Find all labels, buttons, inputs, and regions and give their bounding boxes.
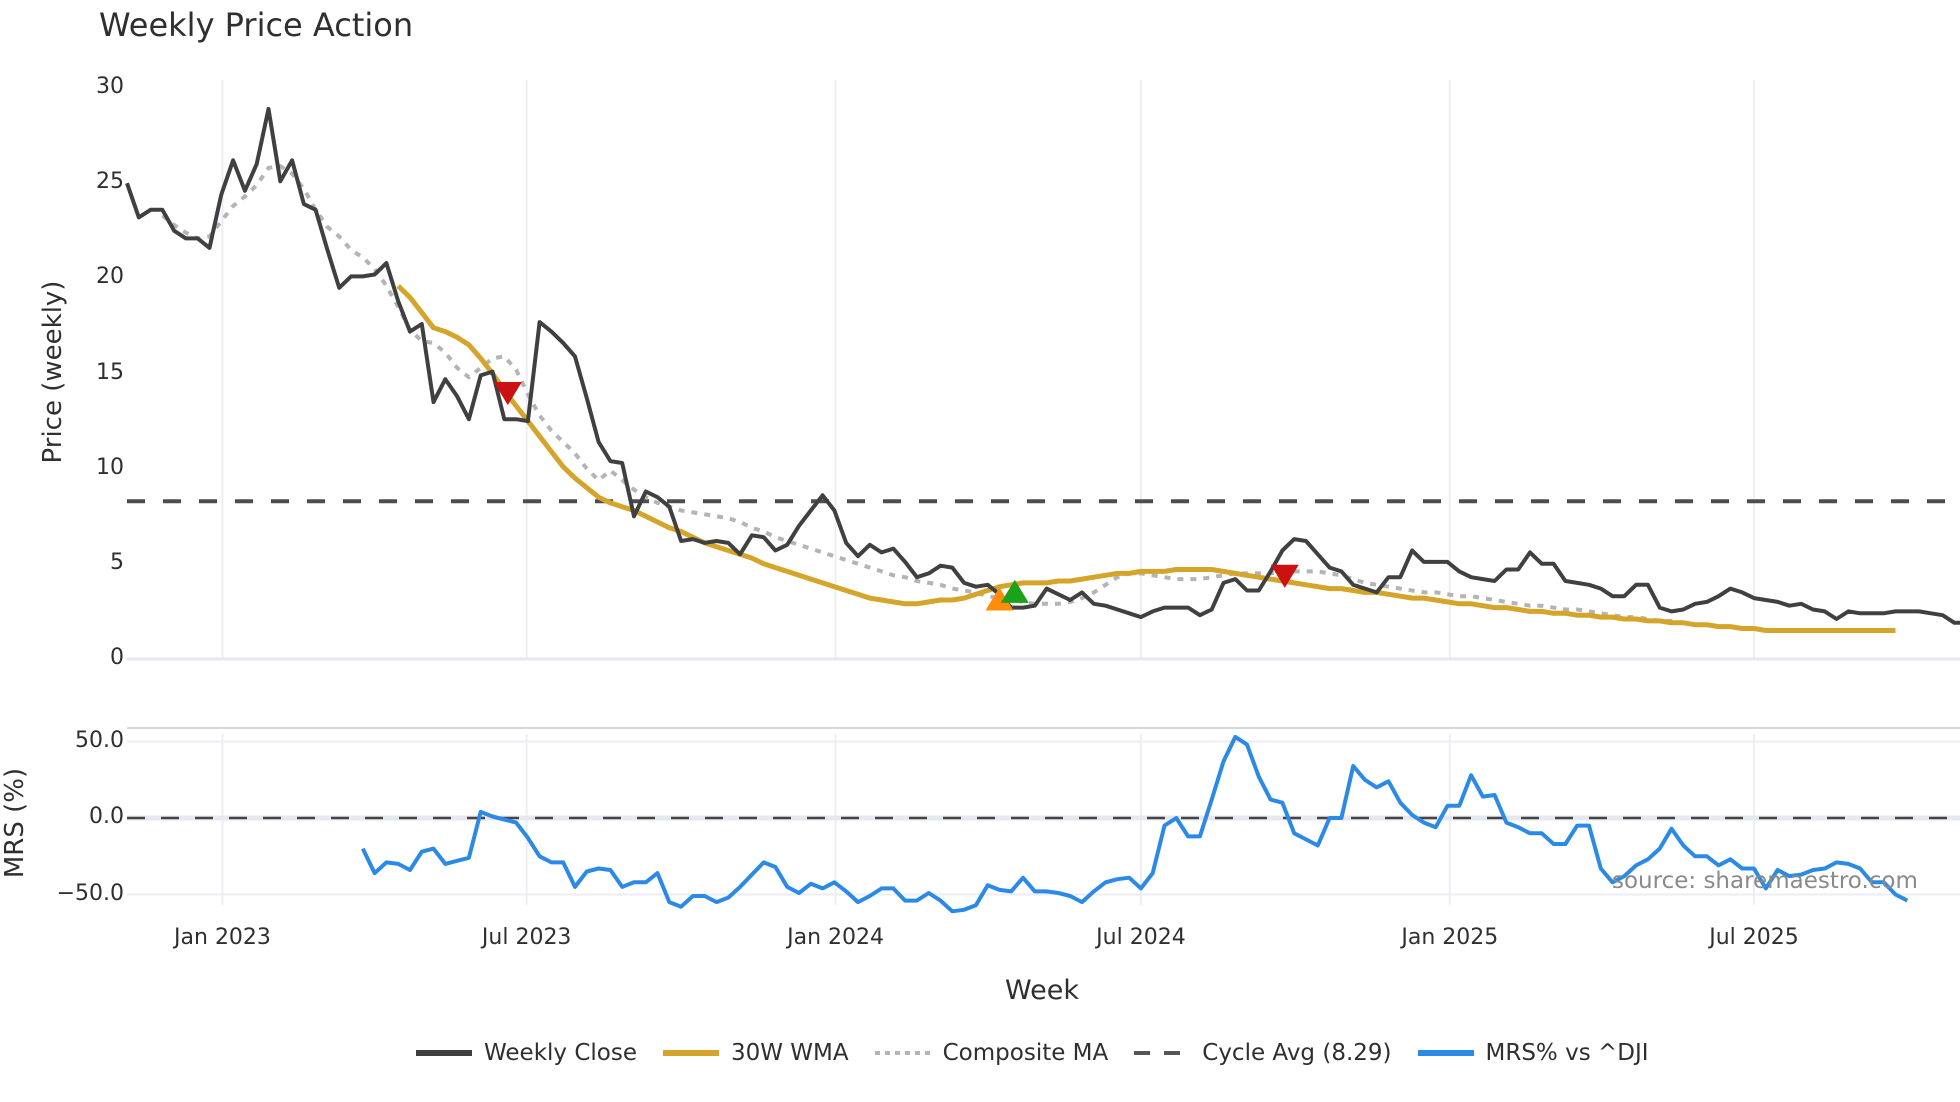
legend-label: 30W WMA (730, 1040, 849, 1066)
legend-label: Composite MA (942, 1040, 1109, 1066)
buy-signal-marker (985, 587, 1014, 611)
buy-signal-marker (1000, 579, 1029, 603)
legend-label: Cycle Avg (8.29) (1202, 1040, 1392, 1066)
mrs-panel (127, 734, 1960, 914)
x-tick-label: Jan 2024 (787, 925, 885, 950)
price-y-tick: 25 (96, 169, 124, 195)
legend-label: Weekly Close (484, 1040, 637, 1066)
legend-line-dashed-icon (1134, 1051, 1191, 1055)
price-y-tick: 5 (110, 549, 124, 575)
mrs-y-tick: 50.0 (75, 727, 124, 753)
wma-30w-line (396, 284, 1896, 633)
sell-signal-marker (1270, 564, 1299, 588)
legend-line-solid-blue-icon (1417, 1050, 1474, 1056)
legend: Weekly Close 30W WMA Composite MA Cycle … (414, 1036, 1649, 1070)
legend-item-composite-ma[interactable]: Composite MA (873, 1036, 1109, 1070)
x-tick-label: Jul 2024 (1096, 925, 1186, 950)
x-tick-label: Jan 2025 (1401, 925, 1499, 950)
price-axis-title: Price (weekly) (38, 280, 68, 464)
price-y-tick: 15 (96, 359, 124, 385)
composite-ma-line (161, 164, 1696, 627)
legend-item-cycle-avg[interactable]: Cycle Avg (8.29) (1132, 1036, 1392, 1070)
legend-line-dotted-grey-icon (874, 1051, 931, 1055)
price-y-tick: 10 (96, 454, 124, 480)
legend-item-mrs[interactable]: MRS% vs ^DJI (1416, 1036, 1649, 1070)
legend-line-solid-dark-icon (416, 1050, 472, 1056)
chart-title: Weekly Price Action (99, 6, 414, 44)
price-y-tick: 0 (110, 645, 124, 670)
legend-label: MRS% vs ^DJI (1485, 1040, 1649, 1066)
weekly-close-line (125, 106, 1960, 625)
mrs-line (360, 734, 1909, 914)
legend-item-weekly-close[interactable]: Weekly Close (414, 1036, 637, 1070)
x-tick-label: Jan 2023 (174, 925, 271, 950)
legend-item-30w-wma[interactable]: 30W WMA (661, 1036, 849, 1070)
mrs-y-tick: 0.0 (89, 804, 124, 829)
price-y-tick: 30 (96, 74, 124, 99)
price-panel (125, 106, 1960, 633)
gridlines (127, 80, 1960, 905)
x-axis-title: Week (1005, 975, 1079, 1006)
mrs-axis-title: MRS (%) (0, 767, 30, 879)
x-tick-label: Jul 2025 (1709, 925, 1799, 950)
source-annotation: source: sharemaestro.com (1612, 868, 1918, 894)
legend-line-solid-gold-icon (662, 1050, 719, 1056)
sell-signal-marker (493, 382, 522, 406)
mrs-y-tick: −50.0 (56, 880, 124, 906)
x-tick-label: Jul 2023 (481, 925, 572, 950)
price-y-tick: 20 (96, 264, 124, 290)
